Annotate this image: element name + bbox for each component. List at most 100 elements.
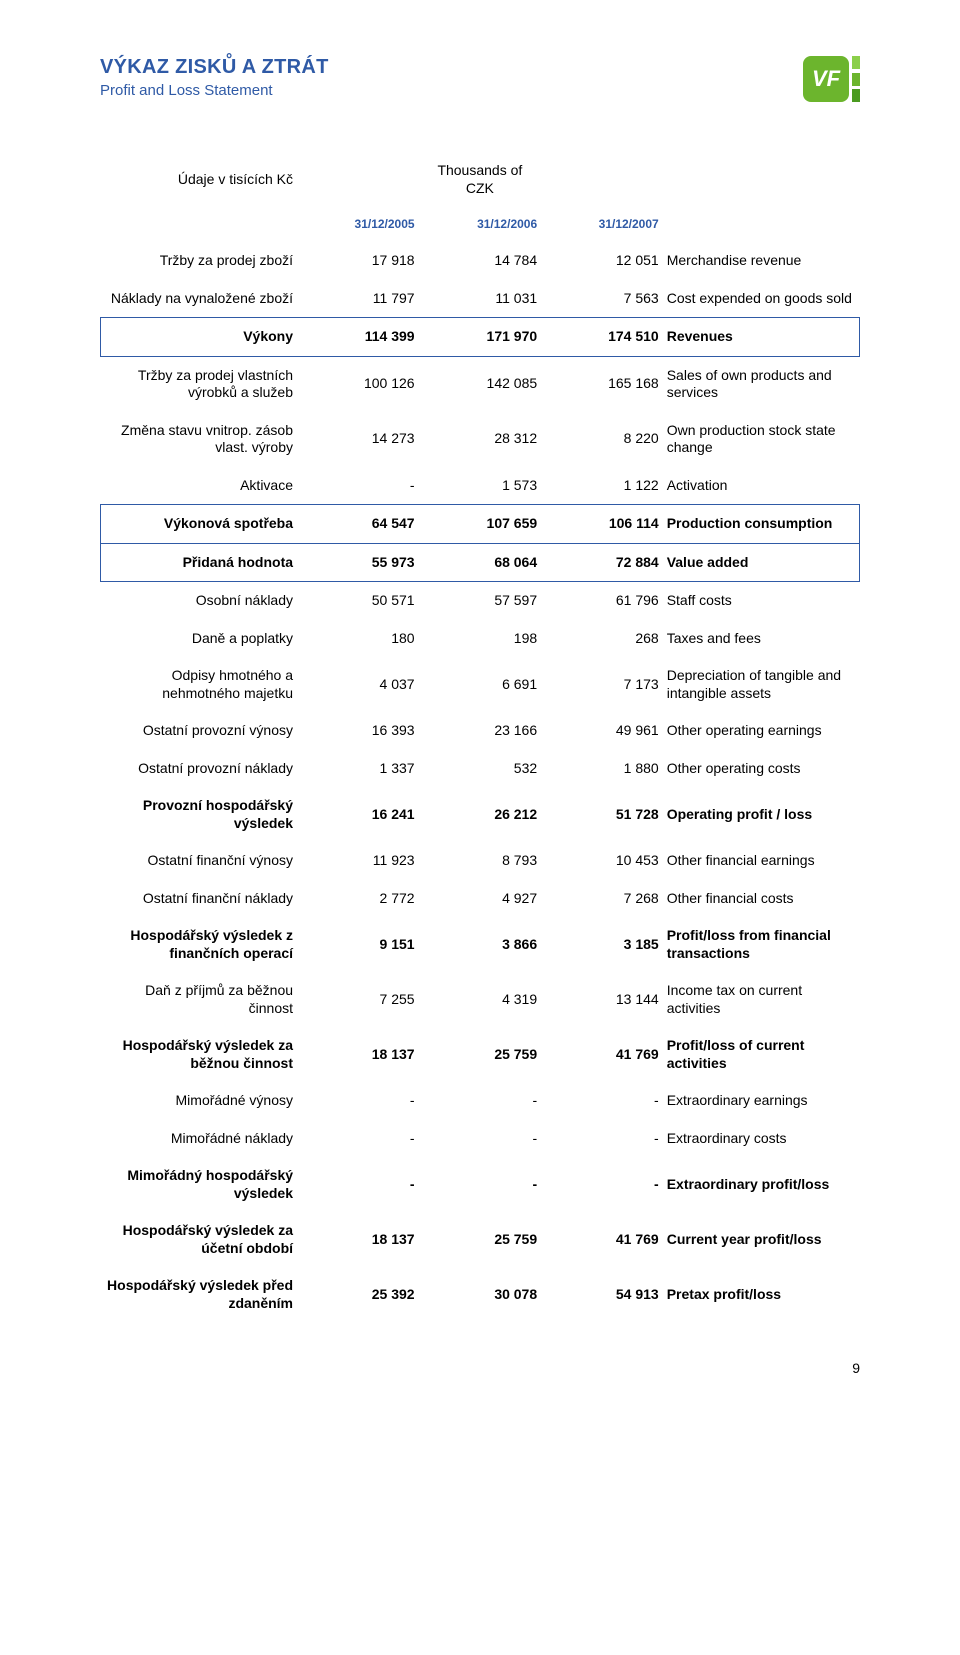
- table-row: Výkony114 399171 970174 510Revenues: [101, 318, 860, 357]
- row-label-cz: Výkony: [101, 318, 298, 357]
- row-label-cz: Výkonová spotřeba: [101, 505, 298, 544]
- row-value: 9 151: [297, 917, 419, 972]
- row-value: 12 051: [541, 242, 663, 280]
- row-value: 1 122: [541, 467, 663, 505]
- row-value: 100 126: [297, 356, 419, 412]
- row-label-cz: Náklady na vynaložené zboží: [101, 280, 298, 318]
- row-label-cz: Mimořádný hospodářský výsledek: [101, 1157, 298, 1212]
- row-value: 25 392: [297, 1267, 419, 1322]
- table-row: Tržby za prodej vlastních výrobků a služ…: [101, 356, 860, 412]
- row-value: 18 137: [297, 1027, 419, 1082]
- row-label-cz: Tržby za prodej zboží: [101, 242, 298, 280]
- row-value: 3 185: [541, 917, 663, 972]
- table-row: Ostatní provozní výnosy16 39323 16649 96…: [101, 712, 860, 750]
- row-label-cz: Provozní hospodářský výsledek: [101, 787, 298, 842]
- row-value: 11 923: [297, 842, 419, 880]
- row-value: 14 273: [297, 412, 419, 467]
- row-value: 51 728: [541, 787, 663, 842]
- row-value: 142 085: [419, 356, 542, 412]
- row-value: 54 913: [541, 1267, 663, 1322]
- row-label-en: Extraordinary profit/loss: [663, 1157, 860, 1212]
- table-row: Mimořádné náklady---Extraordinary costs: [101, 1120, 860, 1158]
- units-en: Thousands of CZK: [419, 152, 542, 207]
- row-value: -: [297, 467, 419, 505]
- row-value: 41 769: [541, 1212, 663, 1267]
- row-label-cz: Přidaná hodnota: [101, 543, 298, 582]
- row-value: 10 453: [541, 842, 663, 880]
- logo-stripe: [852, 89, 860, 102]
- row-value: -: [541, 1120, 663, 1158]
- row-value: 165 168: [541, 356, 663, 412]
- table-row: Ostatní finanční náklady2 7724 9277 268O…: [101, 880, 860, 918]
- row-value: 25 759: [419, 1212, 542, 1267]
- row-label-cz: Osobní náklady: [101, 582, 298, 620]
- row-value: 106 114: [541, 505, 663, 544]
- table-row: Osobní náklady50 57157 59761 796Staff co…: [101, 582, 860, 620]
- row-value: 1 880: [541, 750, 663, 788]
- row-label-en: Operating profit / loss: [663, 787, 860, 842]
- page-number: 9: [100, 1360, 860, 1376]
- table-row: Hospodářský výsledek z finančních operac…: [101, 917, 860, 972]
- vf-logo: VF: [803, 56, 860, 102]
- row-value: 3 866: [419, 917, 542, 972]
- row-value: -: [541, 1082, 663, 1120]
- row-label-en: Revenues: [663, 318, 860, 357]
- row-value: -: [419, 1120, 542, 1158]
- row-value: -: [419, 1157, 542, 1212]
- table-row: Mimořádné výnosy---Extraordinary earning…: [101, 1082, 860, 1120]
- row-label-cz: Ostatní provozní náklady: [101, 750, 298, 788]
- row-label-en: Extraordinary earnings: [663, 1082, 860, 1120]
- row-value: 7 255: [297, 972, 419, 1027]
- page-header: VÝKAZ ZISKŮ A ZTRÁT Profit and Loss Stat…: [100, 56, 860, 102]
- table-row: Ostatní finanční výnosy11 9238 79310 453…: [101, 842, 860, 880]
- row-label-en: Cost expended on goods sold: [663, 280, 860, 318]
- row-value: 198: [419, 620, 542, 658]
- row-label-cz: Hospodářský výsledek za běžnou činnost: [101, 1027, 298, 1082]
- row-label-en: Profit/loss of current activities: [663, 1027, 860, 1082]
- row-value: 4 319: [419, 972, 542, 1027]
- row-value: 26 212: [419, 787, 542, 842]
- row-value: 107 659: [419, 505, 542, 544]
- row-label-cz: Odpisy hmotného a nehmotného majetku: [101, 657, 298, 712]
- row-label-en: Profit/loss from financial transactions: [663, 917, 860, 972]
- row-value: 114 399: [297, 318, 419, 357]
- table-row: Hospodářský výsledek před zdaněním25 392…: [101, 1267, 860, 1322]
- logo-stripe: [852, 73, 860, 86]
- row-label-en: Pretax profit/loss: [663, 1267, 860, 1322]
- blank: [297, 152, 419, 207]
- row-value: 23 166: [419, 712, 542, 750]
- row-value: 4 037: [297, 657, 419, 712]
- row-label-en: Value added: [663, 543, 860, 582]
- title-en: Profit and Loss Statement: [100, 82, 329, 99]
- row-label-en: Other operating costs: [663, 750, 860, 788]
- row-value: 6 691: [419, 657, 542, 712]
- row-label-en: Other financial earnings: [663, 842, 860, 880]
- row-value: 13 144: [541, 972, 663, 1027]
- units-cz: Údaje v tisících Kč: [101, 152, 298, 207]
- row-label-cz: Daně a poplatky: [101, 620, 298, 658]
- row-value: 41 769: [541, 1027, 663, 1082]
- row-label-cz: Mimořádné výnosy: [101, 1082, 298, 1120]
- row-value: 1 573: [419, 467, 542, 505]
- row-value: -: [541, 1157, 663, 1212]
- table-row: Přidaná hodnota55 97368 06472 884Value a…: [101, 543, 860, 582]
- row-value: 8 793: [419, 842, 542, 880]
- col-date: 31/12/2007: [541, 207, 663, 242]
- row-value: -: [297, 1082, 419, 1120]
- table-row: Tržby za prodej zboží17 91814 78412 051M…: [101, 242, 860, 280]
- row-label-en: Activation: [663, 467, 860, 505]
- row-label-cz: Tržby za prodej vlastních výrobků a služ…: [101, 356, 298, 412]
- row-value: 17 918: [297, 242, 419, 280]
- row-value: 7 173: [541, 657, 663, 712]
- table-row: Náklady na vynaložené zboží11 79711 0317…: [101, 280, 860, 318]
- row-label-en: Other financial costs: [663, 880, 860, 918]
- table-row: Hospodářský výsledek za běžnou činnost18…: [101, 1027, 860, 1082]
- row-value: 180: [297, 620, 419, 658]
- row-value: 64 547: [297, 505, 419, 544]
- row-label-en: Taxes and fees: [663, 620, 860, 658]
- row-label-en: Production consumption: [663, 505, 860, 544]
- row-label-cz: Ostatní finanční výnosy: [101, 842, 298, 880]
- row-value: 11 797: [297, 280, 419, 318]
- row-label-cz: Daň z příjmů za běžnou činnost: [101, 972, 298, 1027]
- row-label-en: Sales of own products and services: [663, 356, 860, 412]
